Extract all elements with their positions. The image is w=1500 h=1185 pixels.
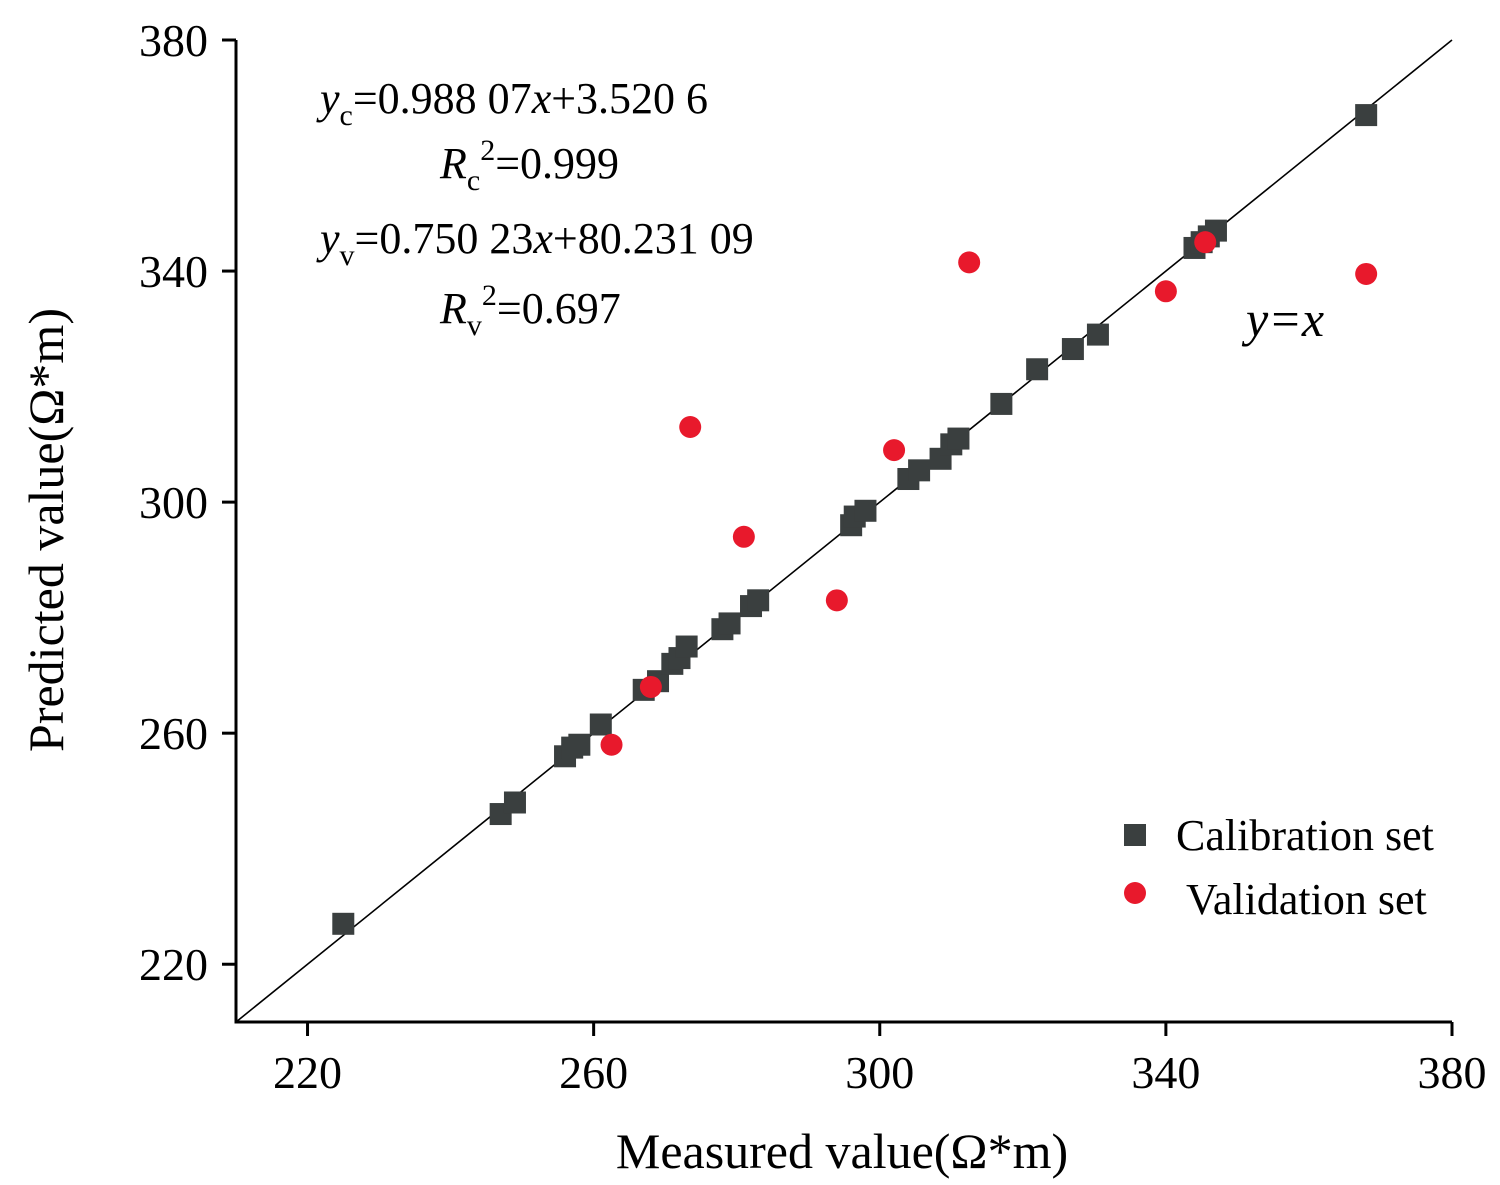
validation-point bbox=[958, 251, 981, 274]
y-tick-label: 260 bbox=[139, 708, 208, 759]
validation-point bbox=[679, 416, 702, 439]
calibration-point bbox=[947, 427, 970, 450]
plot-area bbox=[235, 39, 1453, 1023]
calibration-point bbox=[1086, 323, 1109, 346]
validation-point bbox=[1355, 262, 1378, 285]
calibration-point bbox=[747, 589, 770, 612]
validation-point bbox=[1194, 231, 1217, 254]
legend-marker-calibration bbox=[1124, 824, 1146, 846]
calibration-point bbox=[332, 912, 355, 935]
y-tick-label: 300 bbox=[139, 477, 208, 528]
y-tick-label: 220 bbox=[139, 939, 208, 990]
calibration-point bbox=[589, 713, 612, 736]
x-tick-label: 340 bbox=[1131, 1047, 1200, 1098]
reference-line-label: y=x bbox=[1241, 291, 1324, 347]
validation-point bbox=[600, 733, 623, 756]
calibration-point bbox=[568, 733, 591, 756]
validation-point bbox=[825, 589, 848, 612]
calibration-point bbox=[1026, 358, 1049, 381]
axes bbox=[234, 40, 1452, 1024]
calibration-point bbox=[854, 499, 877, 522]
x-tick-label: 220 bbox=[273, 1047, 342, 1098]
y-tick-label: 340 bbox=[139, 246, 208, 297]
validation-point bbox=[639, 675, 662, 698]
x-tick-label: 380 bbox=[1418, 1047, 1487, 1098]
validation-r2: Rv2=0.697 bbox=[439, 279, 621, 342]
ticks: 220 260 300 340 380 220 260 300 340 380 bbox=[139, 15, 1487, 1098]
calibration-point bbox=[718, 612, 741, 635]
validation-point bbox=[732, 525, 755, 548]
validation-point bbox=[1154, 280, 1177, 303]
x-tick-label: 300 bbox=[845, 1047, 914, 1098]
legend-label-validation: Validation set bbox=[1186, 875, 1427, 924]
calibration-point bbox=[675, 635, 698, 658]
y-axis-title: Predicted value(Ω*m) bbox=[18, 308, 74, 752]
calibration-point bbox=[908, 459, 931, 482]
calibration-point bbox=[503, 791, 526, 814]
calibration-point bbox=[1355, 104, 1378, 127]
validation-point bbox=[883, 439, 906, 462]
validation-equation: yv=0.750 23x+80.231 09 bbox=[316, 214, 754, 272]
x-axis-title: Measured value(Ω*m) bbox=[616, 1123, 1068, 1179]
legend: Calibration set Validation set bbox=[1124, 811, 1434, 924]
text-annotations: Measured value(Ω*m) Predicted value(Ω*m)… bbox=[18, 74, 1324, 1179]
calibration-r2: Rc2=0.999 bbox=[439, 134, 619, 197]
calibration-equation: yc=0.988 07x+3.520 6 bbox=[316, 74, 708, 132]
legend-marker-validation bbox=[1124, 882, 1146, 904]
legend-label-calibration: Calibration set bbox=[1176, 811, 1434, 860]
y-tick-label: 380 bbox=[139, 15, 208, 66]
x-tick-label: 260 bbox=[559, 1047, 628, 1098]
calibration-point bbox=[1061, 338, 1084, 361]
calibration-point bbox=[990, 392, 1013, 415]
